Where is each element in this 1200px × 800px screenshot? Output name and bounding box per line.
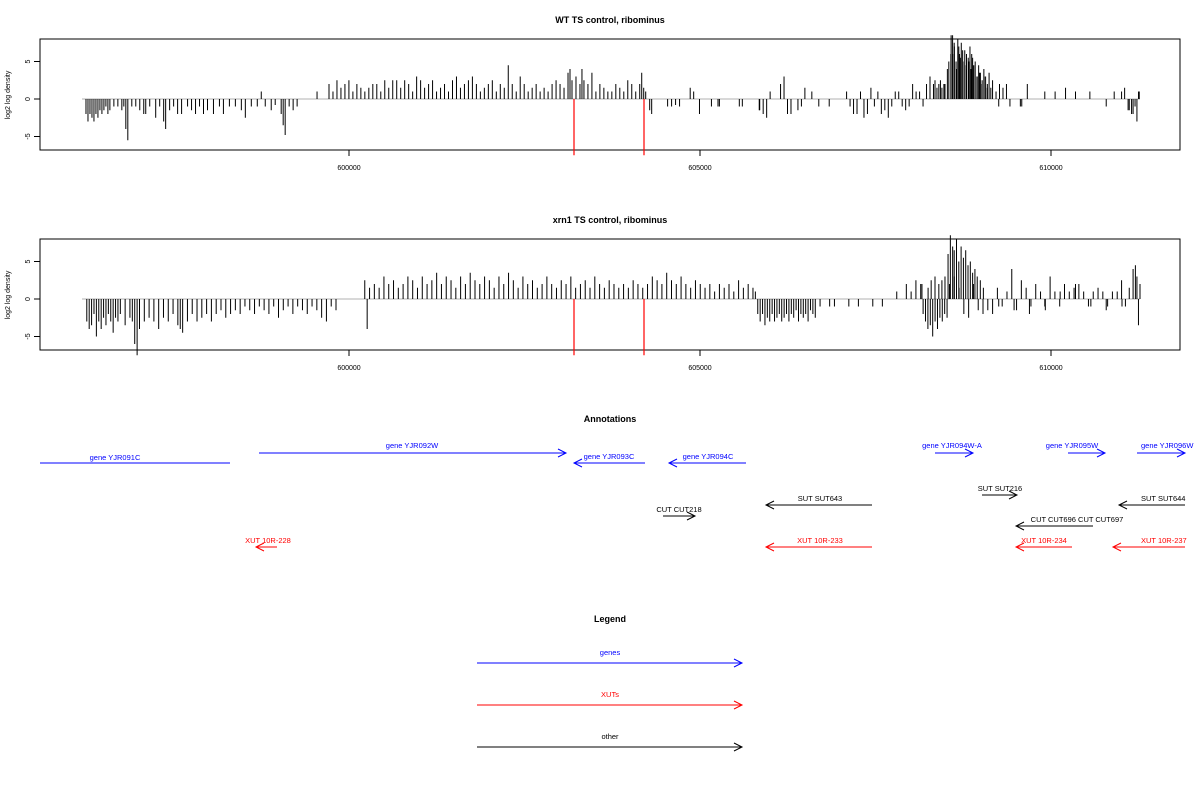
feature-label: CUT CUT696 CUT CUT697 <box>1031 515 1124 524</box>
y-tick-label: 0 <box>25 297 32 301</box>
feature-label: gene YJR096W <box>1141 441 1194 450</box>
feature-arrowhead <box>1176 448 1187 458</box>
annotation-feature: gene YJR096W <box>1137 441 1194 458</box>
annotation-feature: gene YJR093C <box>572 452 645 468</box>
feature-arrowhead <box>964 448 975 458</box>
xrn1-track-x-axis: 600000 605000 610000 <box>337 350 1063 372</box>
feature-label: XUT 10R-234 <box>1021 536 1067 545</box>
wt-track-bars <box>85 35 1140 156</box>
annotation-feature: SUT SUT216 <box>978 484 1022 500</box>
annotation-feature: XUT 10R-233 <box>764 536 872 552</box>
feature-arrowhead <box>1117 500 1128 510</box>
legend-entry: genes <box>477 648 744 668</box>
annotation-feature: CUT CUT696 CUT CUT697 <box>1014 515 1124 531</box>
feature-label: XUT 10R-237 <box>1141 536 1187 545</box>
xrn1-track-ylabel: log2 log density <box>5 270 12 319</box>
annotation-feature: XUT 10R-237 <box>1111 536 1187 552</box>
xrn1-track-panel: xrn1 TS control, ribominus log2 log dens… <box>5 215 1181 372</box>
feature-label: gene YJR092W <box>386 441 439 450</box>
x-tick-label: 610000 <box>1039 365 1062 372</box>
feature-arrowhead <box>557 448 568 458</box>
xrn1-track-bars <box>86 235 1141 356</box>
legend-arrowhead <box>733 700 744 710</box>
x-tick-label: 600000 <box>337 165 360 172</box>
feature-arrowhead <box>1008 490 1019 500</box>
wt-track-title: WT TS control, ribominus <box>555 15 665 25</box>
feature-label: SUT SUT644 <box>1141 494 1185 503</box>
feature-label: gene YJR094W-A <box>922 441 982 450</box>
feature-arrowhead <box>686 511 697 521</box>
x-tick-label: 600000 <box>337 365 360 372</box>
feature-label: SUT SUT216 <box>978 484 1022 493</box>
legend-label: XUTs <box>601 690 619 699</box>
feature-label: XUT 10R-228 <box>245 536 291 545</box>
y-tick-label: 5 <box>25 259 32 263</box>
x-tick-label: 610000 <box>1039 165 1062 172</box>
xrn1-track-title: xrn1 TS control, ribominus <box>553 215 668 225</box>
annotation-feature: SUT SUT643 <box>764 494 872 510</box>
legend-label: other <box>601 732 619 741</box>
feature-arrowhead <box>1014 542 1025 552</box>
legend-title: Legend <box>594 614 626 624</box>
feature-label: CUT CUT218 <box>656 505 701 514</box>
feature-arrowhead <box>1111 542 1122 552</box>
feature-arrowhead <box>764 500 775 510</box>
feature-arrowhead <box>572 458 583 468</box>
y-tick-label: -5 <box>25 133 32 139</box>
y-tick-label: 5 <box>25 59 32 63</box>
feature-arrowhead <box>764 542 775 552</box>
legend-entry: XUTs <box>477 690 744 710</box>
feature-label: gene YJR093C <box>584 452 635 461</box>
feature-label: gene YJR095W <box>1046 441 1099 450</box>
feature-arrowhead <box>1096 448 1107 458</box>
legend-entry: other <box>477 732 744 752</box>
legend-label: genes <box>600 648 621 657</box>
y-tick-label: 0 <box>25 97 32 101</box>
feature-label: XUT 10R-233 <box>797 536 843 545</box>
legend-panel: Legend genes XUTs other <box>477 614 744 752</box>
annotation-feature: XUT 10R-234 <box>1014 536 1072 552</box>
feature-label: SUT SUT643 <box>798 494 842 503</box>
wt-track-panel: WT TS control, ribominus log2 log densit… <box>5 15 1181 172</box>
annotation-feature: gene YJR091C <box>40 453 230 464</box>
legend-arrowhead <box>733 742 744 752</box>
annotation-feature: CUT CUT218 <box>656 505 702 521</box>
legend-arrowhead <box>733 658 744 668</box>
annotations-title: Annotations <box>584 414 637 424</box>
y-tick-label: -5 <box>25 333 32 339</box>
annotation-feature: gene YJR092W <box>259 441 568 458</box>
annotation-feature: gene YJR094C <box>667 452 746 468</box>
xrn1-track-plot-frame <box>39 238 1181 351</box>
feature-label: gene YJR094C <box>683 452 734 461</box>
xrn1-track-y-axis: -5 0 5 <box>25 259 40 340</box>
annotation-feature: gene YJR095W <box>1046 441 1107 458</box>
x-tick-label: 605000 <box>688 165 711 172</box>
feature-arrowhead <box>254 542 265 552</box>
feature-label: gene YJR091C <box>90 453 141 462</box>
wt-track-y-axis: -5 0 5 <box>25 59 40 140</box>
annotation-feature: XUT 10R-228 <box>245 536 291 552</box>
wt-track-x-axis: 600000 605000 610000 <box>337 150 1063 172</box>
annotation-feature: SUT SUT644 <box>1117 494 1185 510</box>
wt-track-plot-frame <box>39 38 1181 151</box>
feature-arrowhead <box>1014 521 1025 531</box>
legend-entries: genes XUTs other <box>477 648 744 752</box>
x-tick-label: 605000 <box>688 365 711 372</box>
wt-track-ylabel: log2 log density <box>5 70 12 119</box>
annotation-feature: gene YJR094W-A <box>922 441 982 458</box>
feature-arrowhead <box>667 458 678 468</box>
annotation-features: gene YJR091C gene YJR092W gene YJR093C gene… <box>40 441 1194 552</box>
